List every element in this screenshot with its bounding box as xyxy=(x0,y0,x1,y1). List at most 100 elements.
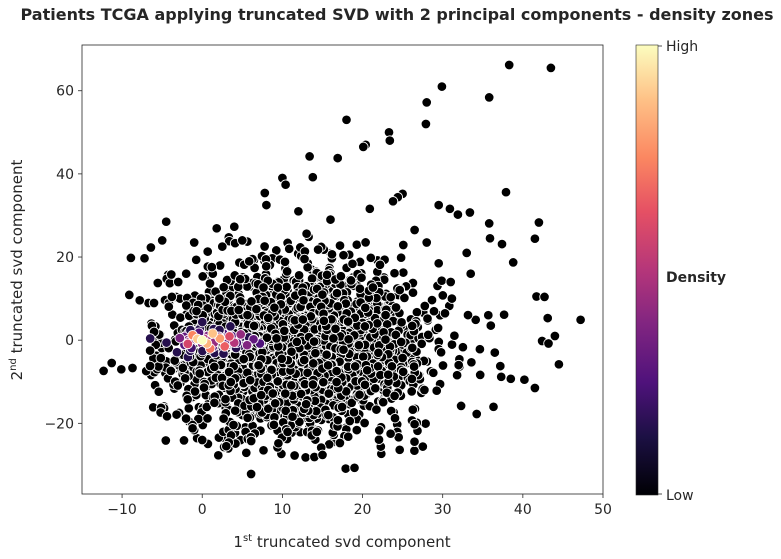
scatter-point xyxy=(318,376,329,388)
scatter-point xyxy=(322,360,334,371)
scatter-point xyxy=(291,336,303,348)
scatter-point xyxy=(421,237,432,248)
scatter-point xyxy=(317,289,328,300)
scatter-point xyxy=(484,233,496,244)
scatter-point xyxy=(139,253,150,264)
scatter-point xyxy=(293,206,304,217)
scatter-point xyxy=(251,303,262,315)
scatter-point xyxy=(300,398,312,410)
scatter-point xyxy=(161,337,172,348)
scatter-point xyxy=(204,278,216,289)
scatter-point xyxy=(282,426,293,438)
scatter-point xyxy=(433,258,444,269)
scatter-point xyxy=(163,301,175,312)
scatter-point xyxy=(198,382,210,393)
scatter-point xyxy=(197,316,208,328)
scatter-point xyxy=(359,417,370,429)
scatter-point xyxy=(390,302,402,313)
y-tick-label: 40 xyxy=(56,167,74,183)
scatter-point xyxy=(338,344,349,355)
scatter-point xyxy=(248,320,260,332)
scatter-point xyxy=(370,383,381,394)
scatter-point xyxy=(179,373,191,384)
scatter-point xyxy=(330,323,341,335)
scatter-point xyxy=(116,364,127,375)
scatter-point xyxy=(449,330,460,341)
scatter-point xyxy=(175,312,186,323)
scatter-point xyxy=(395,336,407,348)
scatter-point xyxy=(437,290,449,301)
scatter-point xyxy=(342,431,354,442)
scatter-point xyxy=(280,179,291,190)
scatter-point xyxy=(371,404,382,415)
scatter-point xyxy=(436,275,447,286)
scatter-point xyxy=(398,239,409,251)
scatter-point xyxy=(197,271,208,282)
scatter-point xyxy=(171,409,182,420)
scatter-point xyxy=(246,296,257,307)
scatter-point xyxy=(575,314,586,326)
scatter-point xyxy=(372,318,383,329)
scatter-point xyxy=(340,463,351,474)
scatter-point xyxy=(409,445,420,456)
scatter-point xyxy=(394,444,405,456)
scatter-point xyxy=(437,360,449,371)
scatter-point xyxy=(372,361,384,372)
scatter-point xyxy=(181,300,192,311)
scatter-point xyxy=(465,268,476,279)
x-axis-label: 1st truncated svd component xyxy=(233,533,450,551)
y-axis-label: 2nd truncated svd component xyxy=(8,160,26,381)
scatter-point xyxy=(349,462,360,474)
scatter-point xyxy=(334,437,346,449)
y-tick-label: 20 xyxy=(56,250,74,266)
scatter-point xyxy=(276,353,288,365)
scatter-point xyxy=(542,312,553,324)
colorbar-high-label: High xyxy=(666,39,698,55)
scatter-point xyxy=(328,333,339,344)
y-tick-label: −20 xyxy=(44,416,74,432)
scatter-point xyxy=(171,346,183,358)
scatter-point xyxy=(321,349,332,360)
scatter-point xyxy=(263,403,274,414)
scatter-point xyxy=(98,365,109,377)
scatter-point xyxy=(281,281,292,293)
scatter-point xyxy=(419,300,431,312)
x-tick-label: 10 xyxy=(273,502,291,518)
scatter-point xyxy=(435,347,447,358)
scatter-point xyxy=(308,358,319,369)
scatter-point xyxy=(242,309,253,321)
scatter-point xyxy=(206,261,218,273)
scatter-point xyxy=(343,334,354,345)
scatter-point xyxy=(180,413,192,424)
scatter-point xyxy=(245,468,257,480)
scatter-point xyxy=(382,369,394,380)
scatter-point xyxy=(407,342,418,354)
scatter-point xyxy=(488,401,499,413)
scatter-point xyxy=(455,400,467,412)
scatter-point xyxy=(299,253,310,265)
scatter-point xyxy=(189,386,201,397)
scatter-point xyxy=(127,362,138,374)
scatter-point xyxy=(347,258,358,270)
scatter-point xyxy=(529,233,541,244)
scatter-point xyxy=(259,295,270,306)
scatter-points xyxy=(98,59,586,480)
scatter-point xyxy=(124,289,135,301)
scatter-point xyxy=(529,382,541,394)
scatter-point xyxy=(224,331,235,342)
scatter-point xyxy=(462,309,474,321)
scatter-point xyxy=(326,249,338,260)
scatter-point xyxy=(251,401,263,413)
scatter-point xyxy=(461,247,472,259)
scatter-point xyxy=(225,321,236,332)
scatter-point xyxy=(439,308,451,319)
scatter-point xyxy=(217,241,228,252)
scatter-point xyxy=(259,241,270,252)
scatter-point xyxy=(353,339,365,351)
scatter-point xyxy=(243,256,255,267)
scatter-point xyxy=(225,376,237,388)
scatter-point xyxy=(349,361,361,372)
scatter-point xyxy=(397,366,409,378)
scatter-point xyxy=(325,214,336,225)
